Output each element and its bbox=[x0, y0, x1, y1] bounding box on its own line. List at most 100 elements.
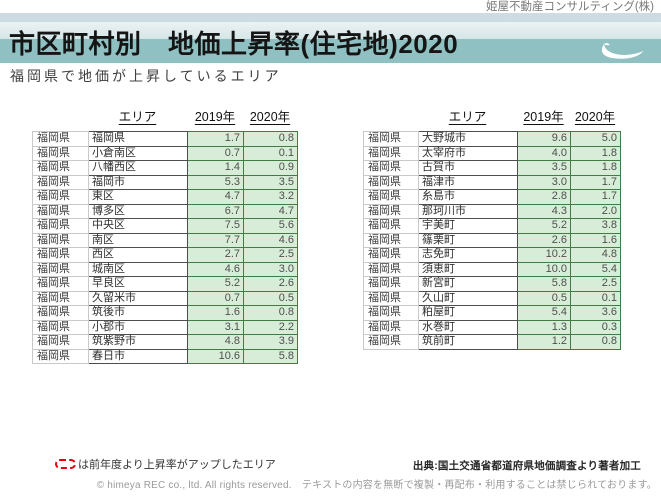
prefecture-cell: 福岡県 bbox=[32, 276, 89, 292]
left-table-header: エリア 2019年 2020年 bbox=[32, 106, 297, 131]
value-2019-cell: 4.6 bbox=[187, 261, 244, 277]
value-2019-cell: 3.1 bbox=[187, 319, 244, 335]
right-table-header: エリア 2019年 2020年 bbox=[363, 106, 620, 131]
table-row: 福岡県 糸島市 2.8 1.7 bbox=[363, 189, 621, 205]
table-row: 福岡県 博多区 6.7 4.7 bbox=[32, 203, 298, 219]
value-2020-cell: 0.8 bbox=[570, 334, 621, 350]
area-name-cell: 福岡県 bbox=[88, 131, 188, 147]
area-name-cell: 福津市 bbox=[418, 174, 518, 190]
value-2020-cell: 5.8 bbox=[243, 348, 298, 364]
area-name-cell: 水巻町 bbox=[418, 319, 518, 335]
value-2019-cell: 1.2 bbox=[517, 334, 571, 350]
table-row: 福岡県 太宰府市 4.0 1.8 bbox=[363, 145, 621, 161]
area-name-cell: 筑後市 bbox=[88, 305, 188, 321]
value-2020-cell: 2.6 bbox=[243, 276, 298, 292]
value-2020-cell: 2.0 bbox=[570, 203, 621, 219]
value-2020-cell: 0.8 bbox=[243, 131, 298, 147]
top-strip-divider bbox=[0, 13, 661, 22]
area-name-cell: 八幡西区 bbox=[88, 160, 188, 176]
value-2020-cell: 3.2 bbox=[243, 189, 298, 205]
prefecture-cell: 福岡県 bbox=[32, 261, 89, 277]
prefecture-cell: 福岡県 bbox=[363, 189, 419, 205]
area-name-cell: 須恵町 bbox=[418, 261, 518, 277]
prefecture-cell: 福岡県 bbox=[363, 203, 419, 219]
table-row: 福岡県 久留米市 0.7 0.5 bbox=[32, 290, 298, 306]
value-2019-cell: 7.7 bbox=[187, 232, 244, 248]
prefecture-cell: 福岡県 bbox=[32, 319, 89, 335]
prefecture-cell: 福岡県 bbox=[363, 305, 419, 321]
area-name-cell: 那珂川市 bbox=[418, 203, 518, 219]
area-name-cell: 宇美町 bbox=[418, 218, 518, 234]
value-2019-cell: 4.3 bbox=[517, 203, 571, 219]
table-row: 福岡県 春日市 10.6 5.8 bbox=[32, 348, 298, 364]
area-name-cell: 粕屋町 bbox=[418, 305, 518, 321]
table-row: 福岡県 篠栗町 2.6 1.6 bbox=[363, 232, 621, 248]
value-2020-cell: 0.5 bbox=[243, 290, 298, 306]
table-row: 福岡県 志免町 10.2 4.8 bbox=[363, 247, 621, 263]
value-2020-cell: 0.1 bbox=[243, 145, 298, 161]
table-row: 福岡県 久山町 0.5 0.1 bbox=[363, 290, 621, 306]
title-band: 市区町村別 地価上昇率(住宅地)2020 bbox=[0, 22, 661, 63]
column-header-2020: 2020年 bbox=[574, 110, 616, 124]
value-2019-cell: 0.7 bbox=[187, 290, 244, 306]
value-2020-cell: 5.0 bbox=[570, 131, 621, 147]
table-row: 福岡県 八幡西区 1.4 0.9 bbox=[32, 160, 298, 176]
boat-logo-icon bbox=[601, 43, 644, 59]
table-row: 福岡県 古賀市 3.5 1.8 bbox=[363, 160, 621, 176]
area-name-cell: 城南区 bbox=[88, 261, 188, 277]
area-name-cell: 新宮町 bbox=[418, 276, 518, 292]
value-2020-cell: 3.8 bbox=[570, 218, 621, 234]
table-row: 福岡県 城南区 4.6 3.0 bbox=[32, 261, 298, 277]
table-row: 福岡県 福津市 3.0 1.7 bbox=[363, 174, 621, 190]
table-row: 福岡県 福岡市 5.3 3.5 bbox=[32, 174, 298, 190]
table-row: 福岡県 筑前町 1.2 0.8 bbox=[363, 334, 621, 350]
prefecture-cell: 福岡県 bbox=[363, 290, 419, 306]
column-header-2019: 2019年 bbox=[194, 110, 236, 124]
area-name-cell: 古賀市 bbox=[418, 160, 518, 176]
value-2019-cell: 1.7 bbox=[187, 131, 244, 147]
area-name-cell: 志免町 bbox=[418, 247, 518, 263]
area-name-cell: 大野城市 bbox=[418, 131, 518, 147]
area-name-cell: 太宰府市 bbox=[418, 145, 518, 161]
value-2020-cell: 4.6 bbox=[243, 232, 298, 248]
right-table-block: エリア 2019年 2020年 福岡県 大野城市 9.6 5.0 福岡県 太宰府市 4.0 1… bbox=[363, 106, 621, 350]
table-row: 福岡県 大野城市 9.6 5.0 bbox=[363, 131, 621, 147]
table-row: 福岡県 那珂川市 4.3 2.0 bbox=[363, 203, 621, 219]
table-row: 福岡県 小倉南区 0.7 0.1 bbox=[32, 145, 298, 161]
value-2019-cell: 7.5 bbox=[187, 218, 244, 234]
table-row: 福岡県 早良区 5.2 2.6 bbox=[32, 276, 298, 292]
area-name-cell: 久山町 bbox=[418, 290, 518, 306]
value-2020-cell: 0.9 bbox=[243, 160, 298, 176]
value-2019-cell: 1.4 bbox=[187, 160, 244, 176]
copyright-text: © himeya REC co., ltd. All rights reserv… bbox=[96, 480, 657, 491]
value-2019-cell: 6.7 bbox=[187, 203, 244, 219]
value-2020-cell: 0.1 bbox=[570, 290, 621, 306]
area-name-cell: 南区 bbox=[88, 232, 188, 248]
value-2019-cell: 10.6 bbox=[187, 348, 244, 364]
prefecture-cell: 福岡県 bbox=[32, 203, 89, 219]
prefecture-cell: 福岡県 bbox=[363, 261, 419, 277]
value-2020-cell: 1.7 bbox=[570, 174, 621, 190]
prefecture-cell: 福岡県 bbox=[32, 348, 89, 364]
value-2020-cell: 3.6 bbox=[570, 305, 621, 321]
value-2019-cell: 5.2 bbox=[187, 276, 244, 292]
prefecture-cell: 福岡県 bbox=[363, 276, 419, 292]
table-row: 福岡県 水巻町 1.3 0.3 bbox=[363, 319, 621, 335]
value-2020-cell: 1.8 bbox=[570, 160, 621, 176]
prefecture-cell: 福岡県 bbox=[363, 218, 419, 234]
value-2019-cell: 10.0 bbox=[517, 261, 571, 277]
value-2019-cell: 2.7 bbox=[187, 247, 244, 263]
table-row: 福岡県 新宮町 5.8 2.5 bbox=[363, 276, 621, 292]
value-2020-cell: 3.0 bbox=[243, 261, 298, 277]
page-title: 市区町村別 地価上昇率(住宅地)2020 bbox=[9, 29, 459, 59]
table-row: 福岡県 中央区 7.5 5.6 bbox=[32, 218, 298, 234]
prefecture-cell: 福岡県 bbox=[32, 131, 89, 147]
value-2019-cell: 5.4 bbox=[517, 305, 571, 321]
value-2019-cell: 3.0 bbox=[517, 174, 571, 190]
prefecture-cell: 福岡県 bbox=[32, 334, 89, 350]
prefecture-cell: 福岡県 bbox=[32, 189, 89, 205]
area-name-cell: 筑紫野市 bbox=[88, 334, 188, 350]
prefecture-cell: 福岡県 bbox=[363, 174, 419, 190]
value-2019-cell: 0.5 bbox=[517, 290, 571, 306]
company-name: 姫屋不動産コンサルティング(株) bbox=[486, 1, 654, 13]
